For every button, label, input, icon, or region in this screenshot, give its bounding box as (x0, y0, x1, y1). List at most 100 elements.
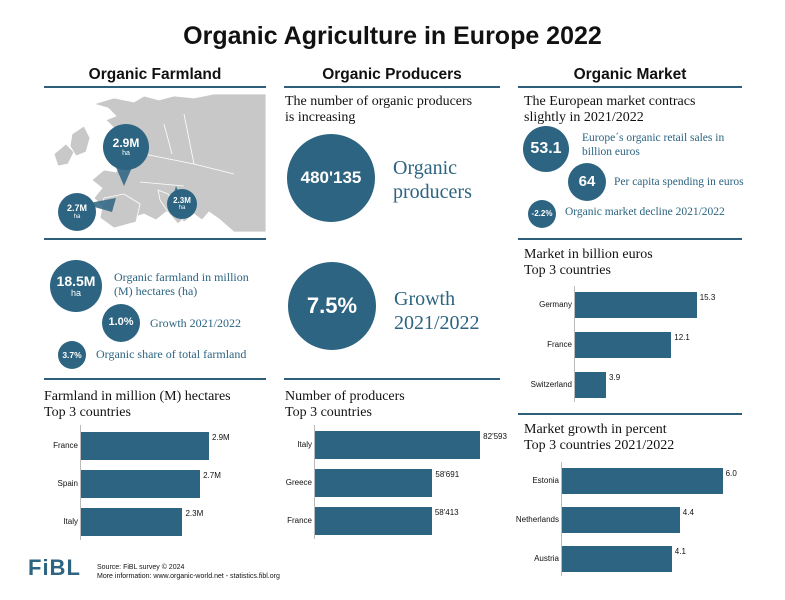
divider (518, 238, 742, 240)
bar-category-label: Greece (285, 478, 312, 487)
divider (284, 86, 500, 88)
bar-value-label: 3.9 (609, 373, 621, 382)
bar-category-label: Italy (63, 517, 78, 526)
bar-value-label: 2.9M (211, 433, 230, 442)
chart-title-farmland: Farmland in million (M) hectares Top 3 c… (44, 389, 231, 421)
chart-axis-line (574, 286, 575, 402)
map-bubble-italy: 2.3M ha (167, 189, 197, 219)
producers-growth-label: Growth 2021/2022 (394, 287, 480, 335)
divider (518, 86, 742, 88)
producers-count-label: Organic producers (393, 156, 472, 204)
stat-value: 18.5M (56, 272, 96, 289)
label-line: producers (393, 181, 472, 203)
intro-line: The number of organic producers (285, 94, 473, 109)
stat-unit: ha (70, 287, 81, 298)
bar-value-label: 82'593 (483, 432, 507, 441)
bar (562, 468, 723, 494)
bar-value-label: 12.1 (674, 333, 690, 342)
bar-chart-market: Germany 15.3 France 12.1 Switzerland 3.9 (500, 286, 750, 402)
label-line: Organic (393, 157, 458, 179)
divider (44, 238, 266, 240)
producers-intro: The number of organic producers is incre… (285, 94, 472, 126)
column-heading-producers: Organic Producers (322, 66, 462, 83)
divider (284, 378, 500, 380)
bar-value-label: 4.1 (674, 547, 686, 556)
bar-value-label: 58'691 (435, 470, 460, 479)
bar-value-label: 15.3 (699, 293, 716, 302)
producers-growth-bubble: 7.5% (288, 262, 376, 350)
fibl-logo: FiBL (28, 555, 81, 580)
bar-value-label: 4.4 (682, 508, 694, 517)
stat-label-growth: Growth 2021/2022 (150, 316, 241, 330)
intro-line: is increasing (285, 110, 356, 125)
bar (81, 508, 183, 536)
label-line: 2021/2022 (394, 312, 480, 334)
bar-category-label: France (53, 441, 78, 450)
market-sales-label: Europe´s organic retail sales in billion… (582, 131, 724, 159)
bar (315, 469, 433, 497)
intro-line: The European market contracs (524, 94, 696, 109)
chart-axis-line (80, 425, 81, 540)
divider (44, 86, 266, 88)
chart-title-line: Market growth in percent (524, 422, 667, 437)
bar-value-label: 58'413 (434, 508, 459, 517)
bar (81, 470, 201, 498)
bubble-unit: ha (73, 213, 81, 220)
bar-category-label: Germany (539, 300, 572, 309)
bar-category-label: Estonia (532, 476, 559, 485)
bar-chart-farmland: France 2.9M Spain 2.7M Italy 2.3M (28, 425, 278, 545)
bubble-unit: ha (178, 205, 186, 212)
producers-count-bubble: 480'135 (287, 134, 375, 222)
bar-category-label: France (287, 516, 312, 525)
bar-category-label: France (547, 340, 572, 349)
market-intro: The European market contracs slightly in… (524, 94, 695, 126)
label-line: Growth (394, 288, 456, 310)
bar-category-label: Spain (57, 479, 78, 488)
bar-category-label: Switzerland (530, 380, 572, 389)
bar (562, 546, 672, 572)
column-heading-market: Organic Market (573, 66, 687, 83)
bar-value-label: 2.7M (203, 471, 221, 480)
map-bubble-spain: 2.7M ha (58, 193, 96, 231)
bar (575, 332, 672, 358)
chart-title-line: Top 3 countries (44, 405, 131, 420)
chart-title-market-growth: Market growth in percent Top 3 countries… (524, 422, 674, 454)
map-bubble-france: 2.9M ha (103, 124, 149, 170)
chart-title-line: Number of producers (285, 389, 405, 404)
intro-line: slightly in 2021/2022 (524, 110, 644, 125)
market-per-capita-bubble: 64 (568, 163, 606, 201)
source-note: Source: FiBL survey © 2024 More informat… (97, 563, 280, 581)
bar (575, 292, 697, 318)
bubble-value: 2.9M (112, 136, 140, 151)
bar-chart-producers: Italy 82'593 Greece 58'691 France 58'413 (262, 425, 524, 545)
divider (518, 413, 742, 415)
bar (575, 372, 607, 398)
bar-category-label: Austria (534, 554, 559, 563)
stat-label-farmland-total: Organic farmland in million (M) hectares… (114, 270, 249, 298)
bar-category-label: Netherlands (515, 515, 559, 524)
divider (44, 378, 266, 380)
bar (315, 431, 481, 459)
chart-title-line: Market in billion euros (524, 247, 653, 262)
chart-title-line: Top 3 countries (524, 263, 611, 278)
bar (315, 507, 432, 535)
bubble-unit: ha (122, 149, 130, 157)
stat-label-share: Organic share of total farmland (96, 347, 247, 361)
market-decline-label: Organic market decline 2021/2022 (565, 206, 725, 218)
stat-bubble-growth: 1.0% (102, 304, 140, 342)
chart-title-line: Farmland in million (M) hectares (44, 389, 231, 404)
market-per-capita-label: Per capita spending in euros (614, 176, 744, 188)
chart-title-producers: Number of producers Top 3 countries (285, 389, 405, 421)
source-line: Source: FiBL survey © 2024 (97, 564, 185, 571)
chart-title-market: Market in billion euros Top 3 countries (524, 247, 653, 279)
chart-axis-line (314, 425, 315, 539)
chart-title-line: Top 3 countries 2021/2022 (524, 438, 675, 453)
bar (81, 432, 209, 460)
stat-bubble-farmland-total: 18.5M ha (50, 260, 102, 312)
bar-category-label: Italy (297, 440, 312, 449)
market-sales-bubble: 53.1 (523, 126, 569, 172)
label-line: Europe´s organic retail sales in (582, 132, 725, 144)
label-line: billion euros (582, 146, 640, 158)
market-decline-bubble: -2.2% (528, 200, 556, 228)
chart-title-line: Top 3 countries (285, 405, 372, 420)
